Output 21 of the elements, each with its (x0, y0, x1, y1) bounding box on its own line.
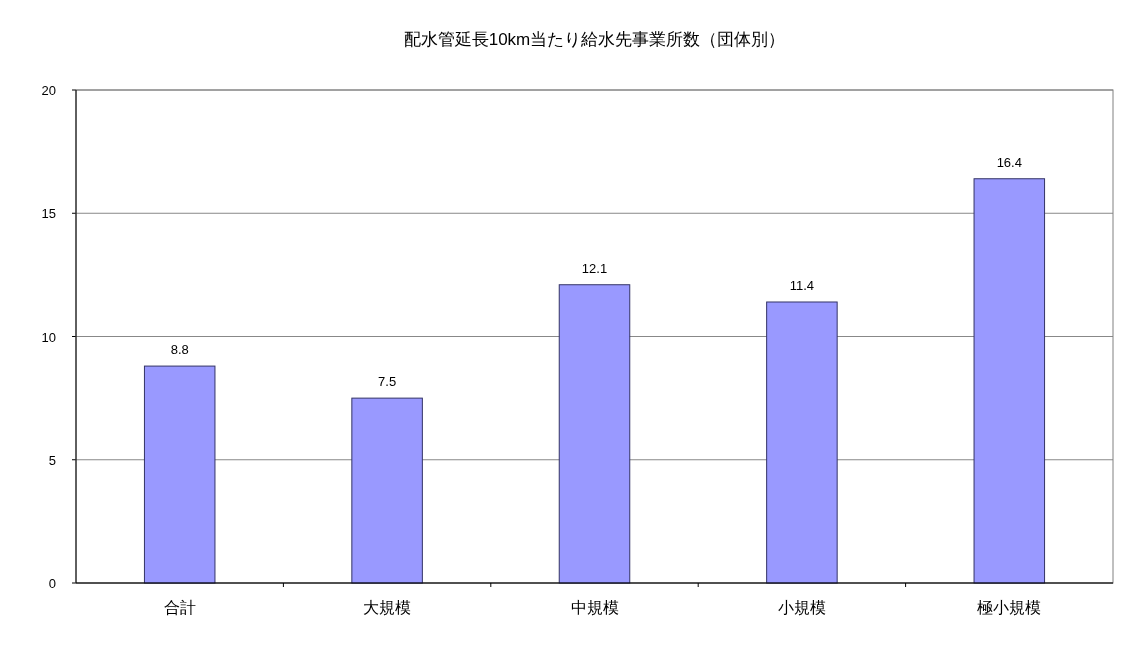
y-tick-label: 15 (41, 206, 56, 222)
data-label: 8.8 (170, 342, 189, 358)
y-tick-label: 20 (41, 83, 56, 98)
chart-title: 配水管延長10km当たり給水先事業所数（団体別） (403, 30, 786, 49)
x-tick-label: 合計 (163, 599, 196, 616)
data-label: 12.1 (581, 260, 608, 276)
x-tick-label: 小規模 (777, 599, 826, 616)
data-label: 7.5 (378, 374, 397, 390)
bar (558, 284, 631, 584)
bar (973, 178, 1046, 584)
bar (143, 365, 216, 584)
data-label: 11.4 (789, 277, 815, 293)
bar (351, 397, 423, 584)
data-label: 16.4 (996, 154, 1022, 170)
y-tick-label: 5 (48, 452, 56, 468)
y-tick-label: 10 (41, 329, 56, 345)
bar (766, 301, 838, 584)
x-tick-label: 中規模 (570, 599, 619, 616)
x-tick-label: 極小規模 (977, 599, 1042, 616)
x-tick-label: 大規模 (363, 599, 412, 616)
y-tick-label: 0 (48, 576, 56, 591)
